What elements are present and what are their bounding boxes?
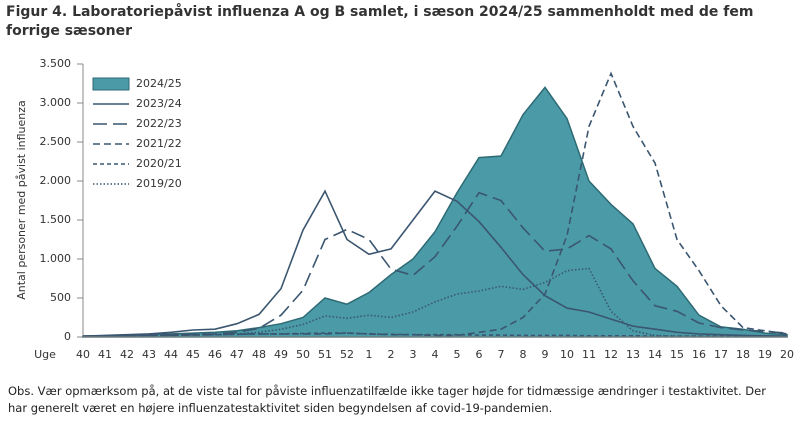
x-tick-label: 10 [560, 348, 574, 361]
line [82, 332, 787, 337]
y-tick-label: 2.000 [40, 174, 72, 187]
x-tick-label: 1 [366, 348, 373, 361]
x-tick-label: 43 [142, 348, 156, 361]
x-tick-label: 16 [692, 348, 706, 361]
x-tick-label: 12 [604, 348, 618, 361]
x-tick-label: 9 [542, 348, 549, 361]
area [82, 86, 788, 338]
x-tick-label: 45 [186, 348, 200, 361]
y-tick-label: 3.000 [40, 96, 72, 109]
x-tick-label: 3 [410, 348, 417, 361]
note: Obs. Vær opmærksom på, at de viste tal f… [8, 384, 766, 415]
y-tick-label: 500 [50, 291, 71, 304]
x-tick-label: 20 [780, 348, 794, 361]
x-tick-label: 19 [758, 348, 772, 361]
y-axis-label: Antal personer med påvist influenza [15, 100, 28, 300]
x-tick-label: 42 [120, 348, 134, 361]
x-tick-label: 51 [318, 348, 332, 361]
x-tick-label: 17 [714, 348, 728, 361]
x-tick-label: 41 [98, 348, 112, 361]
legend-label: 2019/20 [136, 177, 182, 190]
legend-swatch [92, 77, 130, 91]
line [82, 189, 788, 337]
x-tick-label: 46 [208, 348, 222, 361]
x-tick-label: 4 [432, 348, 439, 361]
line [82, 191, 788, 337]
x-tick-label: 49 [274, 348, 288, 361]
y-tick-label: 1.500 [40, 213, 72, 226]
x-tick-label: 15 [670, 348, 684, 361]
x-axis-label: Uge [34, 348, 56, 361]
x-tick-label: 14 [648, 348, 662, 361]
x-tick-label: 18 [736, 348, 750, 361]
chart-title: Figur 4. Laboratoriepåvist influenza A o… [6, 4, 754, 39]
legend-label: 2023/24 [136, 97, 182, 110]
x-tick-label: 52 [340, 348, 354, 361]
y-tick-label: 0 [64, 330, 71, 343]
x-tick-label: 8 [520, 348, 527, 361]
legend-label: 2022/23 [136, 117, 182, 130]
legend-label: 2020/21 [136, 157, 182, 170]
x-tick-label: 48 [252, 348, 266, 361]
y-tick-label: 3.500 [40, 57, 72, 70]
x-tick-label: 2 [388, 348, 395, 361]
x-tick-label: 6 [476, 348, 483, 361]
x-tick-label: 44 [164, 348, 178, 361]
y-tick-label: 1.000 [40, 252, 72, 265]
x-tick-label: 40 [76, 348, 90, 361]
legend-label: 2021/22 [136, 137, 182, 150]
legend-label: 2024/25 [136, 77, 182, 90]
chart: Antal personer med påvist influenza Uge … [15, 57, 794, 361]
y-tick-label: 2.500 [40, 135, 72, 148]
x-tick-label: 11 [582, 348, 596, 361]
x-tick-label: 50 [296, 348, 310, 361]
line [82, 267, 787, 338]
x-tick-label: 13 [626, 348, 640, 361]
x-tick-label: 47 [230, 348, 244, 361]
x-tick-label: 5 [454, 348, 461, 361]
x-tick-label: 7 [498, 348, 505, 361]
